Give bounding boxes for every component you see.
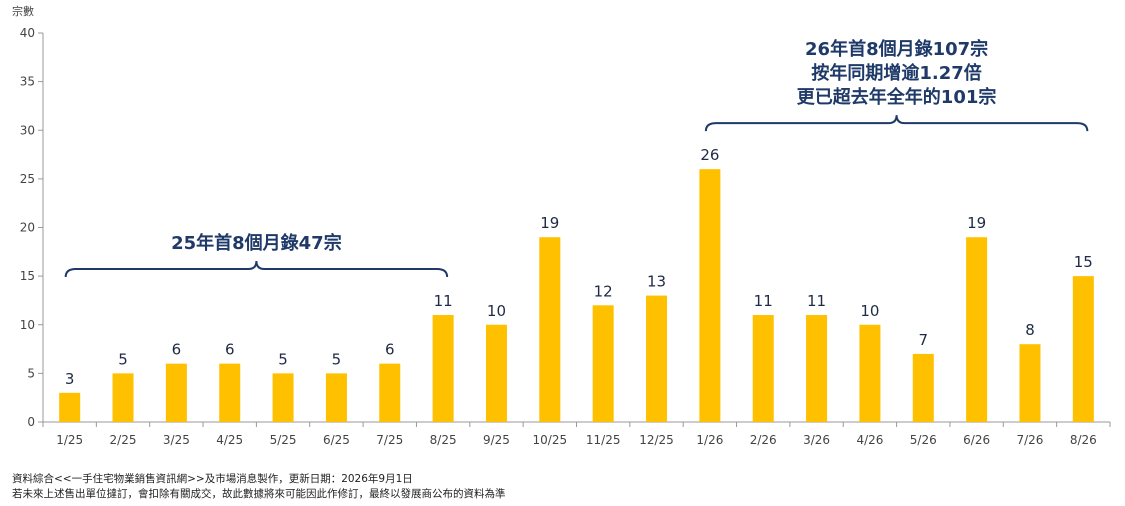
y-tick-label: 15 <box>20 269 35 283</box>
annotation-text: 26年首8個月錄107宗 <box>805 38 988 60</box>
bar <box>806 315 828 422</box>
bar-value-label: 8 <box>1025 321 1035 339</box>
bar-value-label: 6 <box>225 341 235 359</box>
bar-value-label: 11 <box>807 292 826 310</box>
x-tick-label: 9/25 <box>483 433 510 447</box>
bar <box>912 353 934 422</box>
bar <box>699 169 721 422</box>
bar <box>165 363 187 422</box>
bar-value-label: 5 <box>278 350 288 368</box>
bar-value-label: 11 <box>754 292 773 310</box>
bar <box>272 373 294 422</box>
bar <box>539 237 561 422</box>
bar-value-label: 6 <box>172 341 182 359</box>
x-tick-label: 6/25 <box>323 433 350 447</box>
data-labels: 3 5 6 6 5 5 6 11 10 19 12 13 26 11 11 10 7 19 8 15 <box>65 146 1093 388</box>
x-tick-label: 7/25 <box>376 433 403 447</box>
bar-value-label: 5 <box>332 350 342 368</box>
x-tick-label: 1/26 <box>696 433 723 447</box>
bar <box>859 324 881 422</box>
x-tick-label: 4/25 <box>216 433 243 447</box>
x-tick-label: 5/26 <box>910 433 937 447</box>
bars <box>59 169 1094 422</box>
annotation-brace <box>64 260 449 278</box>
bar <box>966 237 988 422</box>
y-tick-label: 40 <box>20 26 35 40</box>
bar-value-label: 13 <box>647 273 666 291</box>
x-tick-label: 3/26 <box>803 433 830 447</box>
x-tick-label: 8/26 <box>1070 433 1097 447</box>
bar <box>379 363 401 422</box>
annotations: 25年首8個月錄47宗 26年首8個月錄107宗按年同期增逾1.27倍更已超去年全… <box>64 38 1089 278</box>
bar-value-label: 10 <box>860 302 879 320</box>
bar <box>112 373 134 422</box>
x-tick-label: 12/25 <box>639 433 674 447</box>
bar <box>1072 276 1094 422</box>
bar-value-label: 10 <box>487 302 506 320</box>
y-axis-unit-label: 宗數 <box>12 4 34 18</box>
bar-value-label: 3 <box>65 370 75 388</box>
bar-value-label: 7 <box>919 331 929 349</box>
footnotes: 資料綜合<<一手住宅物業銷售資訊網>>及市場消息製作，更新日期：2026年9月1… <box>12 472 1112 502</box>
bar-value-label: 15 <box>1074 253 1093 271</box>
bar-value-label: 26 <box>700 146 719 164</box>
x-tick-label: 11/25 <box>586 433 621 447</box>
footnote-disclaimer: 若未來上述售出單位撻訂，會扣除有關成交，故此數據將來可能因此作修訂，最終以發展商… <box>12 488 506 500</box>
x-tick-label: 8/25 <box>430 433 457 447</box>
bar-value-label: 6 <box>385 341 395 359</box>
bar <box>219 363 241 422</box>
bar-value-label: 5 <box>118 350 128 368</box>
bar <box>592 305 614 422</box>
y-tick-label: 10 <box>20 318 35 332</box>
footnote-source: 資料綜合<<一手住宅物業銷售資訊網>>及市場消息製作，更新日期：2026年9月1… <box>12 473 413 485</box>
y-tick-label: 25 <box>20 172 35 186</box>
x-tick-label: 5/25 <box>270 433 297 447</box>
y-tick-label: 0 <box>27 415 35 429</box>
annotation-text: 25年首8個月錄47宗 <box>171 232 342 254</box>
x-tick-label: 7/26 <box>1016 433 1043 447</box>
y-tick-label: 30 <box>20 123 35 137</box>
x-tick-label: 2/26 <box>750 433 777 447</box>
bar <box>752 315 774 422</box>
bar-value-label: 11 <box>434 292 453 310</box>
bar <box>432 315 454 422</box>
bar <box>325 373 347 422</box>
annotation-brace <box>704 115 1089 132</box>
bar <box>485 324 507 422</box>
x-tick-label: 10/25 <box>533 433 568 447</box>
annotation-text: 更已超去年全年的101宗 <box>797 86 997 108</box>
bar <box>1019 344 1041 422</box>
x-tick-label: 1/25 <box>56 433 83 447</box>
y-tick-label: 5 <box>27 366 35 380</box>
bar-value-label: 19 <box>540 214 559 232</box>
y-tick-label: 20 <box>20 221 35 235</box>
bar <box>59 392 81 422</box>
x-tick-label: 3/25 <box>163 433 190 447</box>
x-tick-label: 2/25 <box>110 433 137 447</box>
bar <box>646 295 668 422</box>
bar-value-label: 19 <box>967 214 986 232</box>
x-axis: 1/25 2/25 3/25 4/25 5/25 6/25 7/25 8/25 9/25 10/2… <box>42 421 1111 447</box>
bar-value-label: 12 <box>594 282 613 300</box>
annotation-text: 按年同期增逾1.27倍 <box>811 62 981 84</box>
x-tick-label: 4/26 <box>856 433 883 447</box>
y-tick-label: 35 <box>20 75 35 89</box>
y-axis: 0 5 10 15 20 25 30 35 40 <box>20 26 44 429</box>
x-tick-label: 6/26 <box>963 433 990 447</box>
